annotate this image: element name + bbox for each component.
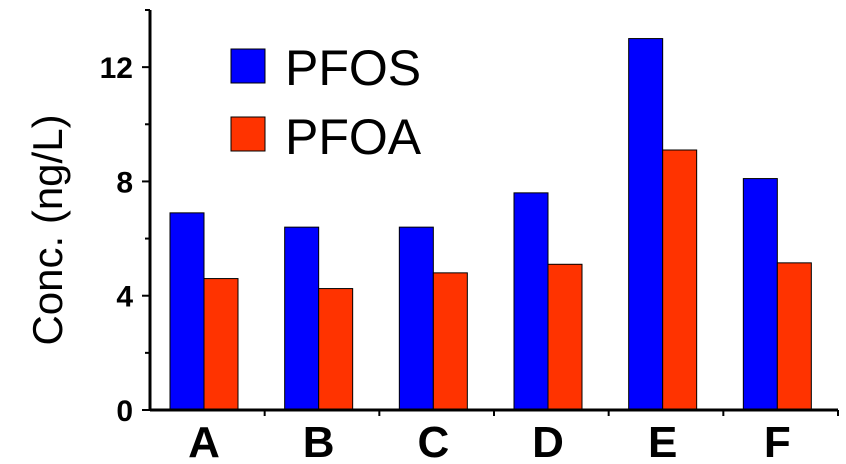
bar-pfos-d xyxy=(513,192,549,411)
x-category-label: A xyxy=(188,418,220,464)
y-tick-label: 0 xyxy=(116,395,133,428)
bar-pfoa-c xyxy=(432,272,468,411)
bar-pfoa-d xyxy=(547,263,583,411)
bar-pfos-f xyxy=(742,178,778,411)
x-axis-categories: A B C D E F xyxy=(188,410,839,464)
bar-pfos-b xyxy=(284,226,320,411)
y-axis-title: Conc. (ng/L) xyxy=(24,114,71,345)
y-tick-label: 8 xyxy=(116,166,133,199)
x-category-label: B xyxy=(303,418,335,464)
bar-pfoa-f xyxy=(776,262,812,411)
legend-label-pfoa: PFOA xyxy=(285,109,422,165)
x-category-label: F xyxy=(764,418,791,464)
x-category-label: E xyxy=(648,418,677,464)
legend-swatch-pfoa xyxy=(230,116,266,152)
bars xyxy=(169,38,812,411)
bar-pfos-a xyxy=(169,212,205,411)
y-tick-label: 4 xyxy=(116,281,133,314)
bar-pfos-e xyxy=(628,38,664,411)
bar-pfoa-e xyxy=(662,149,698,411)
bar-pfoa-b xyxy=(318,288,354,411)
bar-pfos-c xyxy=(398,226,434,411)
legend: PFOS PFOA xyxy=(230,40,422,165)
legend-label-pfos: PFOS xyxy=(285,40,421,96)
bar-pfoa-a xyxy=(203,278,239,411)
y-tick-label: 12 xyxy=(100,52,133,85)
x-category-label: D xyxy=(532,418,564,464)
y-axis-ticks: 0 4 8 12 xyxy=(100,9,150,428)
x-category-label: C xyxy=(417,418,449,464)
legend-swatch-pfos xyxy=(230,48,266,84)
